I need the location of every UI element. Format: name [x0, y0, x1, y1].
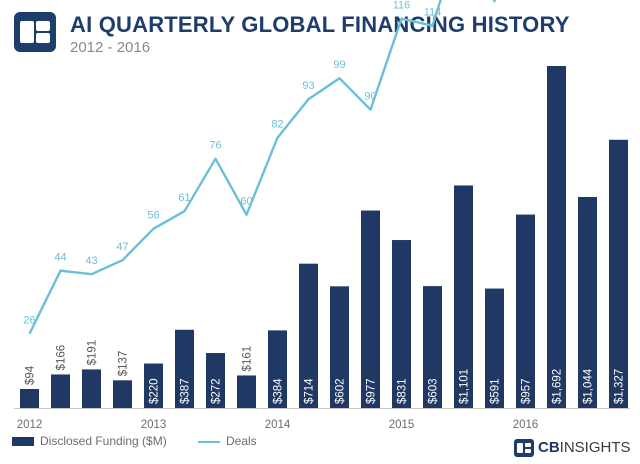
deals-line [28, 0, 496, 335]
funding-bar [454, 185, 473, 408]
funding-bar [330, 286, 349, 408]
funding-bar [423, 286, 442, 408]
funding-bar [516, 214, 535, 408]
deals-value-label: 44 [54, 252, 66, 264]
deals-value-label: 116 [393, 0, 411, 12]
legend-item-deals: Deals [198, 432, 318, 450]
funding-bar [609, 139, 628, 408]
deals-value-label: 99 [333, 59, 345, 71]
funding-value-label: $166 [56, 345, 68, 371]
funding-bar [144, 363, 163, 408]
cb-logo-icon [514, 439, 534, 457]
funding-bar [82, 369, 101, 408]
funding-bar [206, 353, 225, 408]
deals-value-label: 60 [240, 196, 252, 208]
funding-value-label: $220 [149, 378, 161, 404]
x-tick-label: 2013 [141, 419, 167, 431]
x-tick-label: 2012 [17, 419, 43, 431]
deals-value-label: 93 [302, 80, 314, 92]
deals-value-label: 61 [178, 192, 190, 204]
funding-value-label: $591 [490, 378, 502, 404]
funding-bar [51, 374, 70, 408]
funding-value-label: $1,327 [614, 369, 626, 404]
funding-value-label: $831 [397, 378, 409, 404]
x-tick-label: 2016 [513, 419, 539, 431]
deals-value-label: 114 [424, 7, 442, 19]
chart-title: AI QUARTERLY GLOBAL FINANCING HISTORY [70, 12, 570, 37]
legend-line-swatch [198, 441, 220, 443]
cb-insights-logo-icon [14, 12, 56, 52]
funding-value-label: $977 [366, 378, 378, 404]
deals-value-label: 76 [209, 140, 221, 152]
funding-bar [578, 196, 597, 408]
funding-value-label: $94 [25, 365, 37, 385]
funding-bar [299, 263, 318, 408]
funding-value-label: $1,044 [583, 368, 595, 404]
funding-bar [237, 375, 256, 408]
funding-value-label: $387 [180, 378, 192, 404]
funding-value-label: $191 [87, 340, 99, 366]
legend-label-deals: Deals [226, 434, 257, 448]
funding-bar [20, 389, 39, 408]
deals-value-label: 26 [23, 315, 35, 327]
deals-value-label: 90 [364, 91, 376, 103]
x-tick-label: 2015 [389, 419, 415, 431]
funding-bar [175, 329, 194, 408]
funding-value-label: $714 [304, 378, 316, 404]
legend-item-funding: Disclosed Funding ($M) [12, 432, 212, 450]
chart-subtitle: 2012 - 2016 [70, 39, 151, 56]
brand-logo: CBINSIGHTS [514, 438, 631, 458]
funding-value-label: $602 [335, 378, 347, 404]
funding-value-label: $161 [242, 346, 254, 372]
chart-header: AI QUARTERLY GLOBAL FINANCING HISTORY 20… [14, 8, 626, 56]
funding-bar [113, 380, 132, 408]
funding-value-label: $603 [428, 378, 440, 404]
deals-value-label: 47 [116, 241, 128, 253]
funding-bar [361, 210, 380, 408]
legend-bar-swatch [12, 437, 34, 446]
funding-value-label: $384 [273, 378, 285, 404]
funding-value-label: $1,101 [459, 369, 471, 404]
funding-bar [485, 288, 504, 408]
funding-value-label: $957 [521, 378, 533, 404]
funding-bar [547, 66, 566, 408]
legend-label-funding: Disclosed Funding ($M) [40, 434, 167, 448]
funding-value-label: $137 [118, 351, 130, 377]
deals-value-label: 56 [147, 210, 159, 222]
funding-bar [392, 240, 411, 408]
brand-text: CBINSIGHTS [538, 439, 631, 456]
funding-bar [268, 330, 287, 408]
funding-value-label: $272 [211, 378, 223, 404]
x-tick-label: 2014 [265, 419, 291, 431]
deals-value-label: 43 [85, 255, 97, 267]
deals-value-label: 82 [271, 119, 283, 131]
chart-legend: Disclosed Funding ($M) Deals [12, 432, 342, 450]
funding-value-label: $1,692 [552, 369, 564, 404]
